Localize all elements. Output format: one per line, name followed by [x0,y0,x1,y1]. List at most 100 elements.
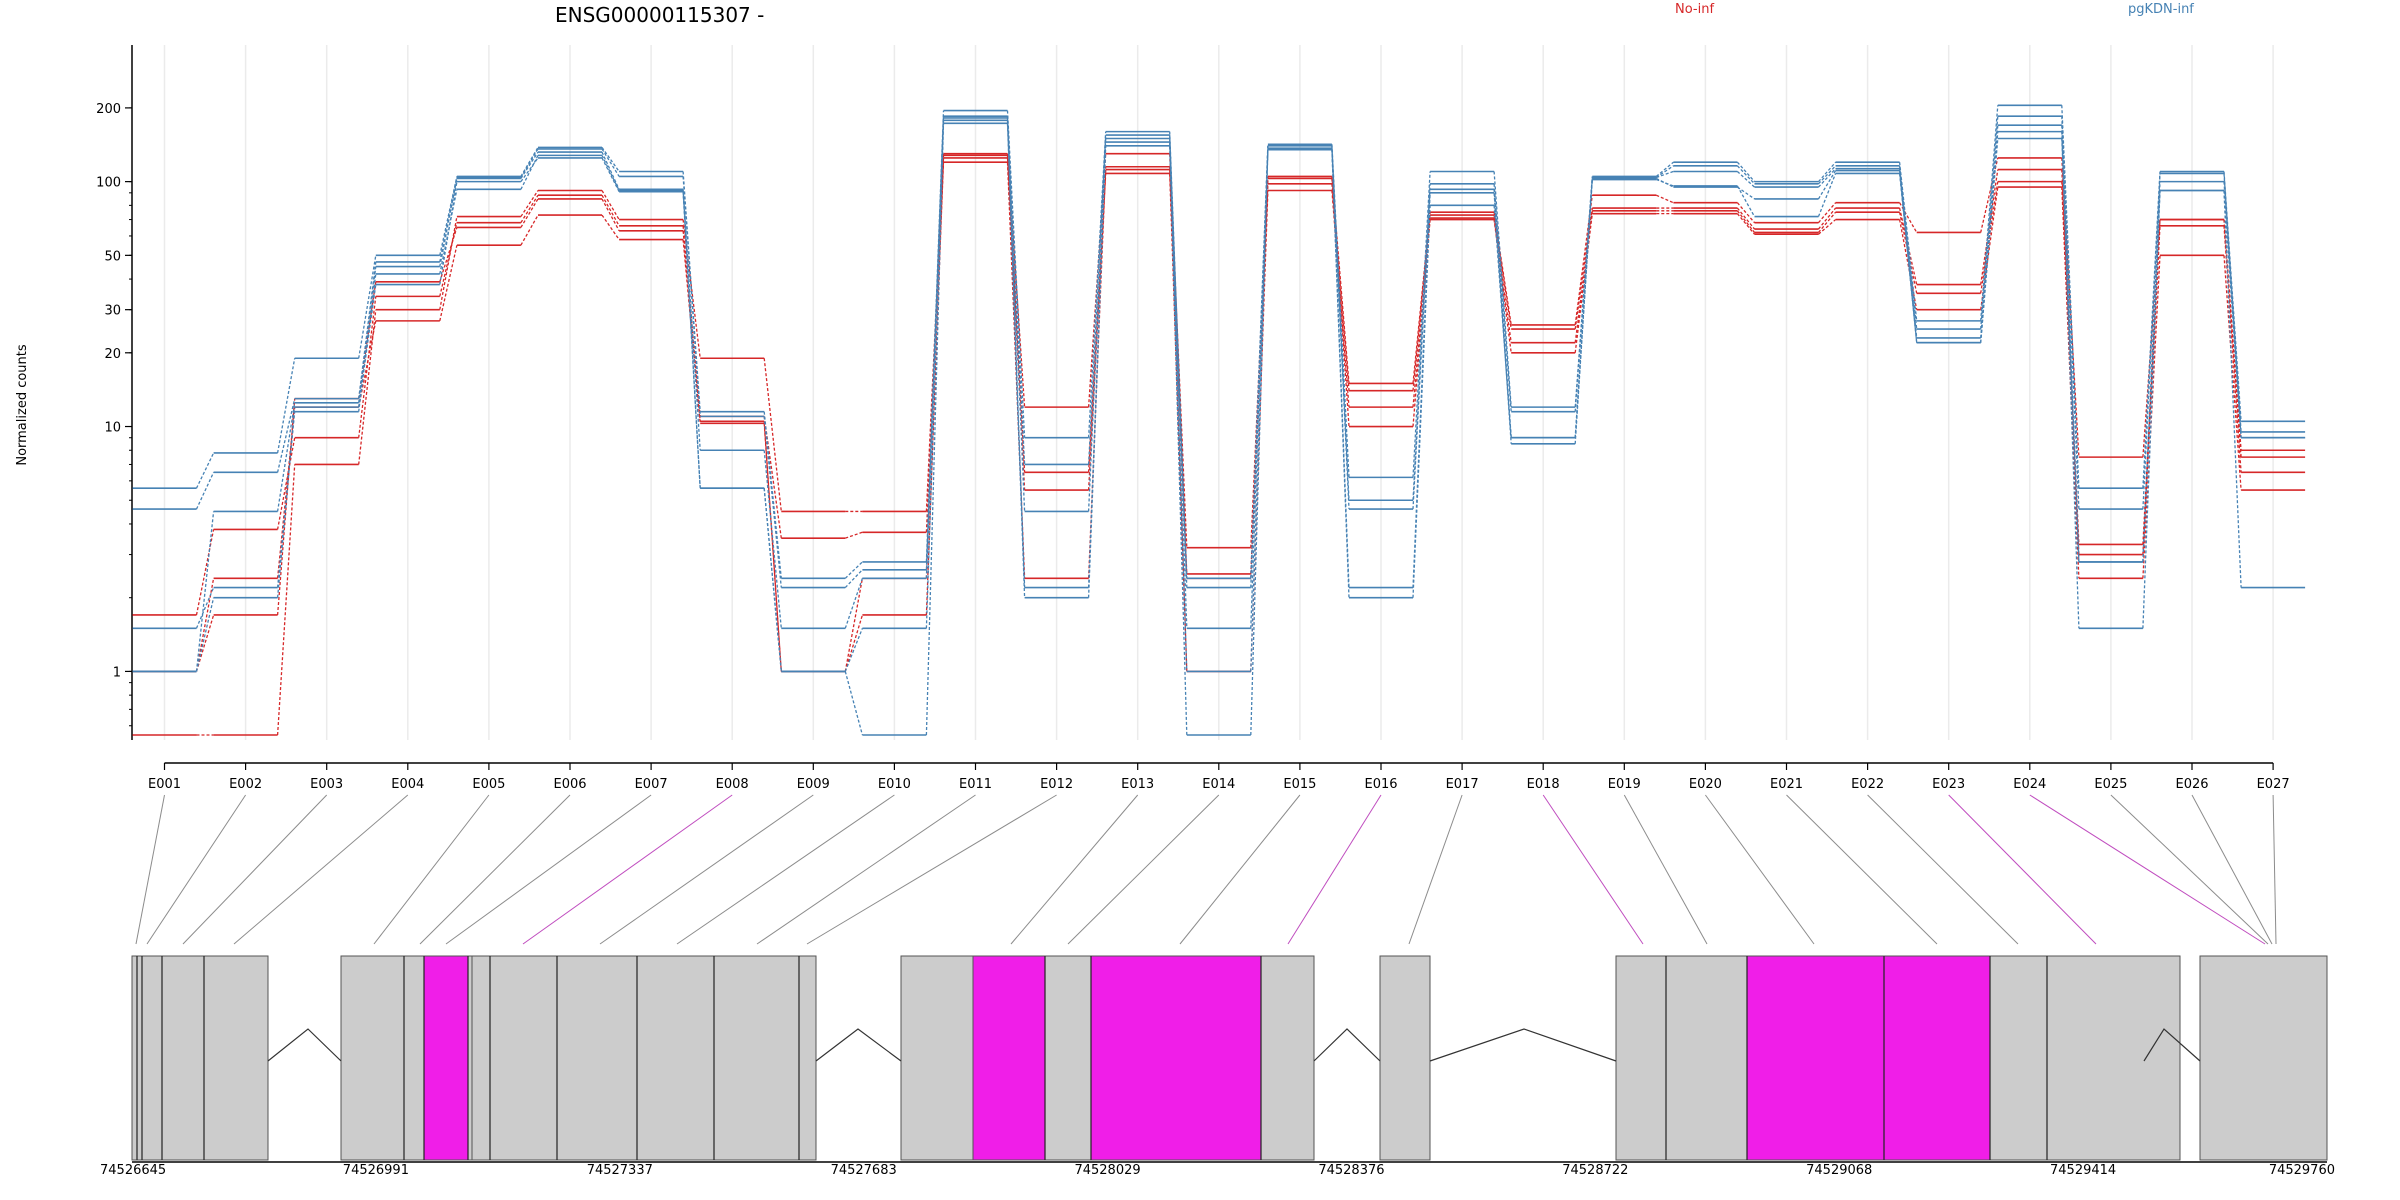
exon-connector [1287,794,1382,945]
y-tick-label: 30 [104,304,121,319]
y-axis-label: Normalized counts [15,344,30,466]
series-transition [195,123,2242,736]
exon-connector [806,794,1057,945]
exon-block-highlight [423,955,469,1161]
exon-label: E009 [797,777,830,792]
exon-label: E011 [959,777,992,792]
exon-connector [1704,794,1815,945]
coord-label: 74526991 [343,1163,409,1178]
exon-block [131,955,269,1161]
exon-connector [1867,794,2019,945]
exon-connector [2191,794,2273,945]
exon-connector [1948,794,2097,945]
intron-line [267,1028,342,1062]
exon-connector [2110,794,2269,945]
intron-line [815,1028,902,1062]
exon-label: E027 [2257,777,2290,792]
gene-model [131,955,2328,1161]
y-tick-label: 200 [96,102,121,117]
y-tick-label: 10 [104,421,121,436]
exon-connector [1542,794,1644,945]
series-pgkdn-inf-8 [132,122,2306,736]
exon-label: E015 [1283,777,1316,792]
exon-connector [1010,794,1139,945]
chart-title: ENSG00000115307 - [555,3,764,27]
legend-pgkdn-inf: pgKDN-inf [2128,2,2194,17]
exon-axis: E001 E002 E003 E004 E005 E006 E007 E008 E009 E010… [148,762,2290,792]
exon-connector [1408,794,1463,945]
exon-connector [522,794,733,945]
exon-connector [676,794,895,945]
exon-label: E002 [229,777,262,792]
series-layer [132,104,2306,736]
exon-block [2199,955,2328,1161]
genomic-coordinate-axis: 74526645 74526991 74527337 74527683 74528029… [100,1161,2335,1178]
chart-axes: 1 10 20 30 50 100 200 [96,45,133,740]
exon-label: E004 [391,777,424,792]
exon-connector [445,794,652,945]
exon-block-highlight [1746,955,1885,1161]
exon-connector [373,794,490,945]
exon-connector [182,794,328,945]
exon-connector [419,794,571,945]
coord-label: 74529068 [1806,1163,1872,1178]
y-tick-label: 50 [104,249,121,264]
exon-connector [1623,794,1708,945]
exon-block [471,955,817,1161]
exon-label: E001 [148,777,181,792]
exon-label: E005 [472,777,505,792]
coord-label: 74528722 [1562,1163,1628,1178]
y-tick-label: 1 [113,665,121,680]
legend-no-inf: No-inf [1675,2,1714,17]
exon-label: E017 [1446,777,1479,792]
exon-label: E013 [1121,777,1154,792]
exon-label: E019 [1608,777,1641,792]
exon-block [1379,955,1431,1161]
coord-label: 74527683 [831,1163,897,1178]
exon-connector [1786,794,1938,945]
exon-connector [1179,794,1301,945]
series-no-inf-3 [132,161,2306,673]
exon-label: E003 [310,777,343,792]
exon-label: E008 [716,777,749,792]
exon-label: E012 [1040,777,1073,792]
exon-connector [1067,794,1220,945]
exon-label: E024 [2013,777,2046,792]
exon-label: E022 [1851,777,1884,792]
exon-label: E018 [1527,777,1560,792]
y-tick-label: 100 [96,176,121,191]
exon-label: E026 [2175,777,2208,792]
exon-connector [2029,794,2266,945]
coord-label: 74526645 [100,1163,166,1178]
exon-connector [233,794,409,945]
exon-connector [2272,794,2277,945]
exon-connector [135,794,165,945]
exon-block-highlight [1090,955,1262,1161]
intron-line [1429,1028,1617,1062]
exon-block-highlight [972,955,1046,1161]
exon-label: E020 [1689,777,1722,792]
exon-connector [146,794,247,945]
coord-label: 74529414 [2050,1163,2116,1178]
coord-label: 74529760 [2269,1163,2335,1178]
exon-label: E025 [2094,777,2127,792]
exon-label: E023 [1932,777,1965,792]
exon-label: E010 [878,777,911,792]
exon-block-highlight [1883,955,1991,1161]
exon-label: E006 [553,777,586,792]
series-pgkdn-inf-4 [132,104,2306,580]
coord-label: 74528029 [1074,1163,1140,1178]
exon-label: E021 [1770,777,1803,792]
y-tick-label: 20 [104,347,121,362]
exon-label: E014 [1202,777,1235,792]
intron-line [2143,1028,2201,1062]
exon-connector [756,794,976,945]
exon-label: E016 [1364,777,1397,792]
exon-connector [599,794,814,945]
exon-label: E007 [635,777,668,792]
intron-line [1313,1028,1381,1062]
coord-label: 74528376 [1318,1163,1384,1178]
chart-grid [163,45,2274,740]
exon-connectors [135,794,2277,945]
